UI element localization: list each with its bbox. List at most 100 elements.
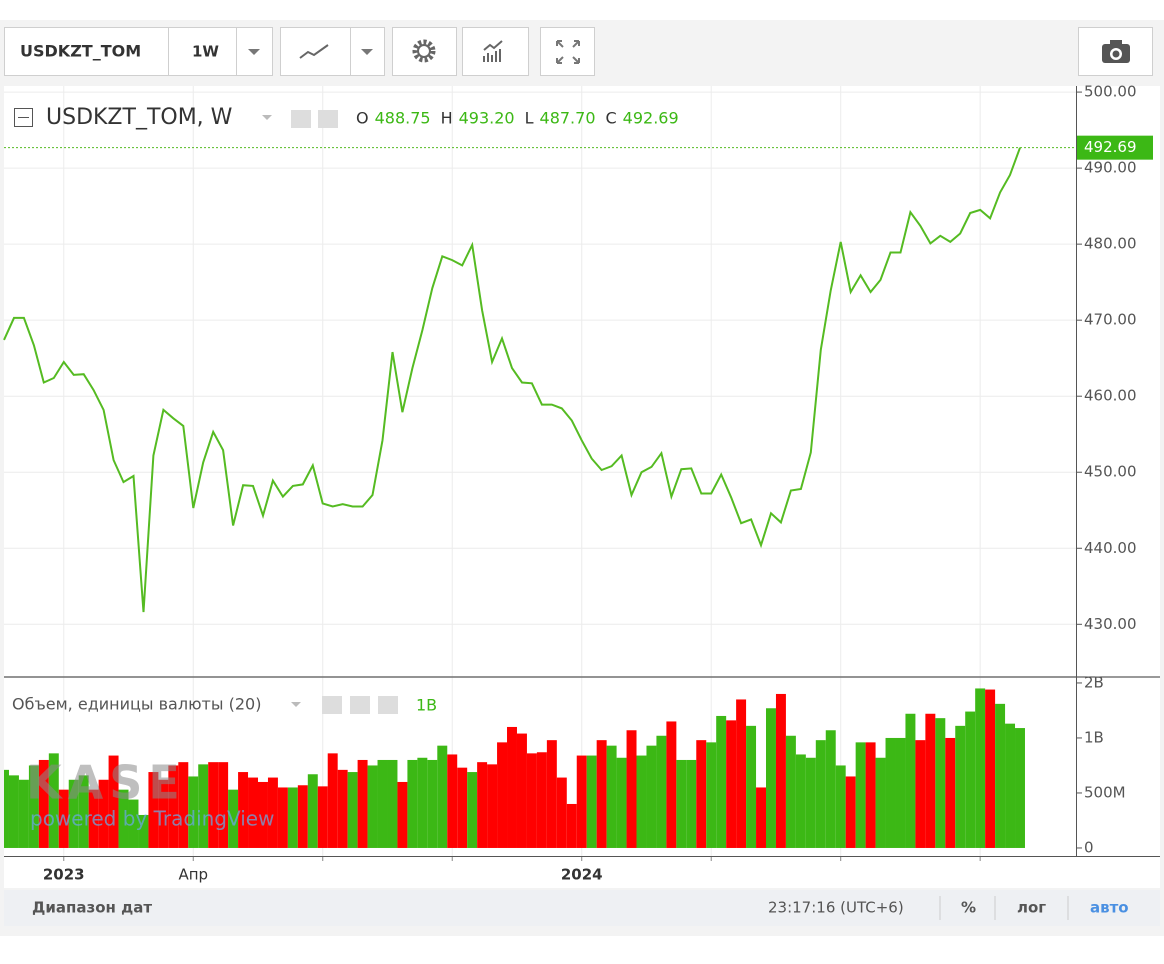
volume-bar <box>736 699 747 848</box>
volume-bar <box>865 742 876 848</box>
volume-bar <box>437 745 448 848</box>
y-tick-label: 500.00 <box>1084 83 1137 101</box>
volume-bar <box>18 779 29 848</box>
volume-bar <box>945 737 956 848</box>
volume-bar <box>447 754 458 848</box>
volume-bar <box>975 688 986 848</box>
symbol-button[interactable] <box>4 27 169 76</box>
volume-bar <box>128 799 139 848</box>
volume-bar <box>855 742 866 848</box>
volume-bar <box>766 708 776 848</box>
volume-last-value: 1B <box>416 696 437 715</box>
volume-bar <box>467 772 478 848</box>
volume-bar <box>98 779 109 848</box>
volume-bar <box>955 725 966 848</box>
percent-toggle[interactable]: % <box>961 899 976 917</box>
volume-bar <box>387 759 398 848</box>
auto-toggle[interactable]: авто <box>1090 899 1129 917</box>
visibility-icon[interactable] <box>322 696 342 714</box>
volume-bar <box>78 775 89 848</box>
volume-bar <box>88 789 99 848</box>
volume-bar <box>546 740 557 848</box>
volume-bar <box>726 720 737 848</box>
volume-bar <box>925 713 936 848</box>
volume-bar <box>676 759 687 848</box>
volume-bar <box>905 713 916 848</box>
volume-bar <box>606 745 617 848</box>
volume-bar <box>985 689 996 848</box>
volume-bar <box>1015 728 1025 848</box>
settings-button[interactable] <box>392 27 457 76</box>
x-tick-label: 2023 <box>43 866 85 884</box>
volume-bar <box>158 779 169 848</box>
volume-bar <box>8 775 19 848</box>
ohlc-value: 488.75 <box>375 109 431 128</box>
volume-bar <box>287 787 298 848</box>
volume-bar <box>995 703 1006 848</box>
volume-bar <box>38 759 49 848</box>
ohlc-label: H <box>441 109 453 128</box>
y-tick-label: 470.00 <box>1084 311 1137 329</box>
watermark-logo: KASE <box>26 756 186 810</box>
volume-bar <box>875 757 886 848</box>
chart-style-button[interactable] <box>280 27 351 76</box>
volume-bar <box>178 762 189 848</box>
volume-bar <box>238 772 249 848</box>
fullscreen-button[interactable] <box>540 27 595 76</box>
ohlc-legend: O 488.75 H 493.20 L 487.70 C 492.69 <box>356 109 679 128</box>
ohlc-label: O <box>356 109 369 128</box>
volume-bar <box>696 740 707 848</box>
volume-bar <box>407 759 418 848</box>
date-range[interactable]: Диапазон дат <box>32 899 152 917</box>
remove-icon[interactable] <box>378 696 398 714</box>
volume-bar <box>118 789 129 848</box>
y-tick-label: 430.00 <box>1084 615 1137 633</box>
volume-bar <box>835 765 846 848</box>
clock: 23:17:16 (UTC+6) <box>768 899 904 917</box>
y-tick-label: 490.00 <box>1084 159 1137 177</box>
volume-bar <box>556 777 567 848</box>
volume-bar <box>795 754 806 848</box>
volume-bar <box>367 765 378 848</box>
time-axis <box>4 856 1160 888</box>
volume-bar <box>497 742 508 848</box>
log-toggle[interactable]: лог <box>1017 899 1046 917</box>
marks <box>3 147 1076 848</box>
camera-icon <box>1112 50 1120 58</box>
volume-bar <box>267 777 278 848</box>
volume-bar <box>168 765 179 848</box>
price-pane <box>4 86 1076 676</box>
settings-icon[interactable] <box>350 696 370 714</box>
volume-bar <box>756 787 766 848</box>
volume-bar <box>1005 723 1016 848</box>
volume-bar <box>317 786 328 848</box>
volume-bar <box>337 769 348 848</box>
volume-bar <box>596 740 607 848</box>
settings-icon[interactable] <box>318 110 338 128</box>
volume-bar <box>646 745 657 848</box>
price-axis <box>1076 86 1160 856</box>
ohlc-label: L <box>525 109 534 128</box>
volume-bar <box>248 777 258 848</box>
volume-bar <box>48 753 59 848</box>
volume-bar <box>377 759 388 848</box>
volume-bar <box>815 740 826 848</box>
last-price-box <box>1077 135 1153 160</box>
gear-icon <box>417 44 431 58</box>
volume-bar <box>626 730 637 848</box>
caret <box>361 49 373 55</box>
volume-bar <box>327 753 338 848</box>
y-tick-label: 450.00 <box>1084 463 1137 481</box>
volume-bar <box>935 718 946 848</box>
volume-bar <box>507 726 517 848</box>
visibility-icon[interactable] <box>291 110 311 128</box>
volume-bar <box>686 759 697 848</box>
volume-bar <box>297 785 308 848</box>
camera-icon <box>1110 40 1122 46</box>
volume-bar <box>576 755 587 848</box>
volume-bar <box>347 772 358 848</box>
volume-bar <box>845 776 856 848</box>
ohlc-value: 493.20 <box>459 109 515 128</box>
volume-bar <box>746 725 757 848</box>
